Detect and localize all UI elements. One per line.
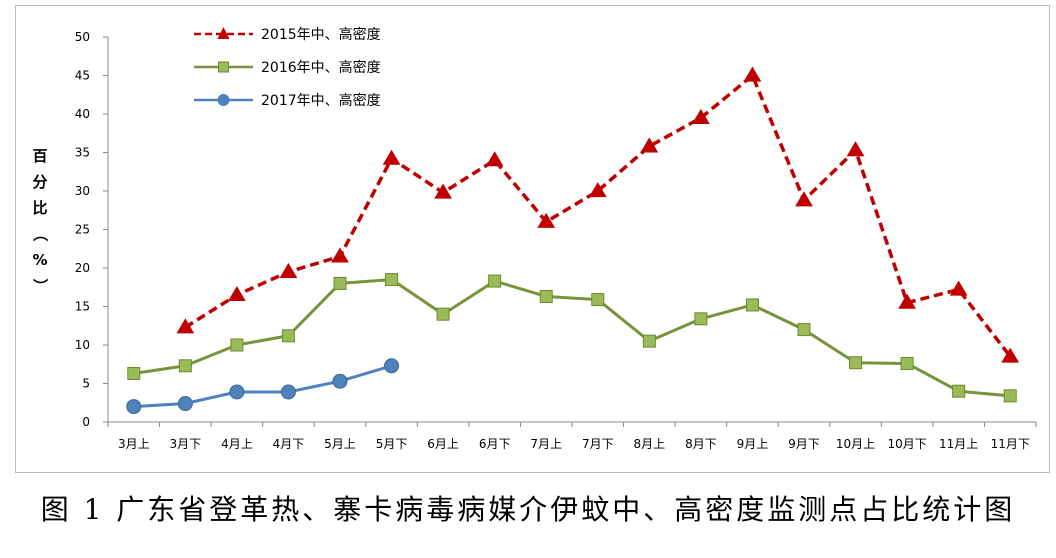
data-point [588,182,607,198]
chart-frame: 0 5 10 15 20 25 30 35 40 45 50 3月上 3月下 4月上 4月下 5月上 5月下 6… [15,5,1050,473]
data-point [591,293,605,307]
data-point [434,183,452,199]
x-tick-label: 10月下 [887,437,926,451]
x-tick-label: 8月下 [685,437,717,451]
data-point [846,141,865,157]
data-point [331,247,349,263]
x-tick-label: 11月下 [991,437,1030,451]
data-point [1003,389,1017,403]
x-tick-label: 9月下 [788,437,820,451]
data-point [436,307,450,321]
legend-marker [217,27,230,39]
data-point [228,285,246,302]
x-tick-label: 5月下 [376,437,408,451]
data-point [279,262,298,278]
y-tick-label: 15 [75,300,90,314]
series-layer [126,66,1020,415]
x-tick-label: 3月下 [170,437,202,451]
y-axis-label-char: （ [31,226,49,241]
y-tick-label: 40 [75,107,90,121]
y-tick-label: 20 [75,261,90,275]
data-point [642,334,656,348]
data-point [488,274,502,288]
series-line [133,364,392,409]
y-tick-label: 25 [75,223,90,237]
data-point [949,280,968,296]
legend: 2015年中、高密度 2016年中、高密度 2017年中、高密度 [194,26,381,109]
x-tick-labels: 3月上 3月下 4月上 4月下 5月上 5月下 6月上 6月下 7月上 7月下 8月上 8月下 9月上 9… [118,437,1030,451]
x-tick-label: 9月上 [737,437,769,451]
y-tick-label: 45 [75,69,90,83]
data-point [333,276,347,290]
x-tick-label: 4月下 [273,437,305,451]
y-tick-label: 30 [75,184,90,198]
data-point [900,356,914,370]
y-axis-label-char: ） [31,278,49,293]
x-tick-label: 6月下 [479,437,511,451]
series-1 [176,66,1020,363]
data-point [795,191,813,207]
y-tick-labels: 0 5 10 15 20 25 30 35 40 45 50 [75,30,90,429]
series-3 [126,358,400,415]
legend-marker [217,94,230,106]
x-tick-label: 10月上 [836,437,875,451]
data-point [849,356,863,370]
line-chart: 0 5 10 15 20 25 30 35 40 45 50 3月上 3月下 4月上 4月下 5月上 5月下 6… [31,26,1037,451]
x-tick-label: 7月上 [530,437,562,451]
data-point [692,108,710,124]
y-axis-label-char: % [32,251,47,269]
data-point [385,273,399,287]
x-tick-label: 4月上 [221,437,253,451]
series-2 [127,273,1017,403]
y-tick-label: 10 [75,338,90,352]
x-tick-label: 11月上 [939,437,978,451]
data-point [640,137,659,153]
y-tick-label: 50 [75,30,90,44]
data-point [127,366,141,380]
data-point [898,293,916,309]
data-point [178,359,192,373]
data-point [177,396,193,412]
x-tick-label: 8月上 [634,437,666,451]
data-point [745,298,759,312]
data-point [229,384,245,400]
series-line [133,278,1011,398]
y-axis-label: 百分比 （% ） [31,147,49,294]
y-axis-label-char: 比 [32,199,47,217]
data-point [1001,347,1020,363]
legend-label: 2017年中、高密度 [261,92,381,109]
data-point [384,358,400,374]
x-tick-label: 3月上 [118,437,150,451]
figure-caption: 图 1 广东省登革热、寨卡病毒病媒介伊蚊中、高密度监测点占比统计图 [40,493,1016,526]
x-tick-label: 6月上 [427,437,459,451]
data-point [952,384,966,398]
y-tick-label: 0 [82,415,90,429]
data-point [280,384,296,400]
axes [103,36,1037,427]
data-point [485,151,504,167]
data-point [743,66,762,82]
y-tick-label: 5 [82,377,90,391]
legend-label: 2016年中、高密度 [261,59,381,76]
data-point [126,399,142,415]
data-point [230,338,244,352]
y-axis-label-char: 百 [32,147,47,165]
x-tick-label: 5月上 [324,437,356,451]
data-point [176,318,195,334]
data-point [694,312,708,326]
data-point [537,212,556,228]
legend-marker [218,61,229,73]
data-point [281,329,295,343]
data-point [382,149,401,165]
legend-label: 2015年中、高密度 [261,26,381,43]
y-axis-label-char: 分 [32,173,47,191]
x-tick-label: 7月下 [582,437,614,451]
data-point [539,289,553,303]
data-point [797,323,811,337]
y-tick-label: 35 [75,146,90,160]
data-point [332,373,348,389]
series-line [184,73,1012,358]
